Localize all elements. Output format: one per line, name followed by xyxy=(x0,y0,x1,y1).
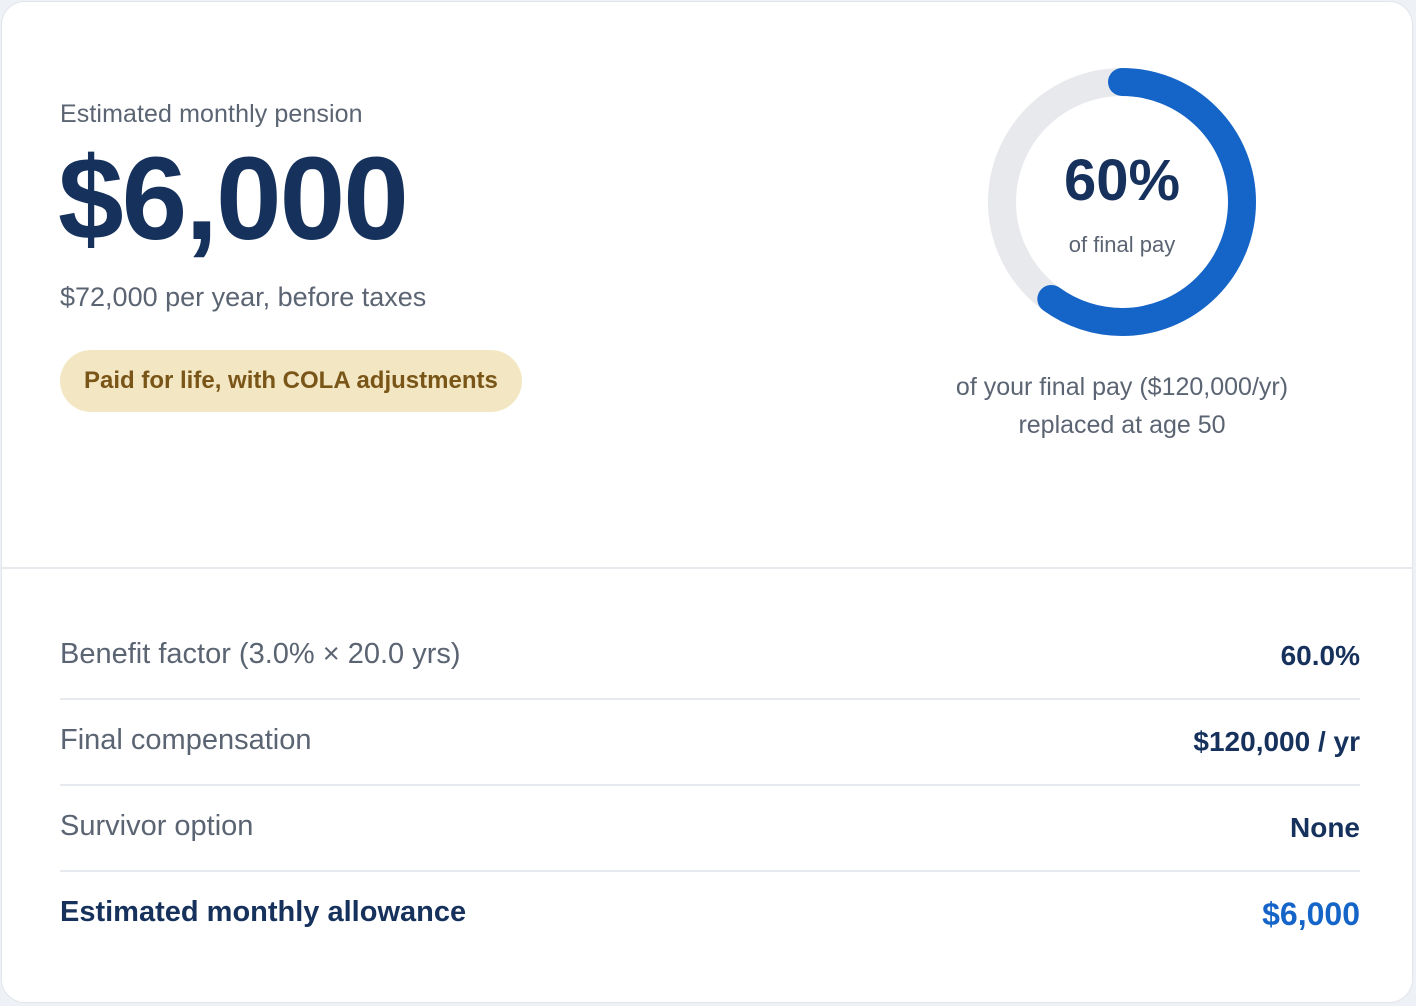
detail-value: 60.0% xyxy=(1280,640,1360,671)
detail-row-final-compensation: Final compensation $120,000 / yr xyxy=(60,700,1360,786)
monthly-pension-label: Estimated monthly pension xyxy=(60,100,363,128)
detail-label: Benefit factor (3.0% × 20.0 yrs) xyxy=(60,638,461,670)
detail-value: $120,000 / yr xyxy=(1193,726,1360,757)
detail-label: Survivor option xyxy=(60,810,254,842)
ring-progress-arc xyxy=(988,68,1256,336)
annual-pension-note: $72,000 per year, before taxes xyxy=(60,282,427,312)
replacement-caption-line-1: of your final pay ($120,000/yr) xyxy=(955,373,1289,401)
detail-value-total: $6,000 xyxy=(1262,896,1360,932)
replacement-percent-sublabel: of final pay xyxy=(1068,232,1176,257)
replacement-ring-chart: 60% of final pay xyxy=(986,66,1258,338)
detail-row-monthly-allowance: Estimated monthly allowance $6,000 xyxy=(60,872,1360,958)
replacement-caption: of your final pay ($120,000/yr) replaced… xyxy=(902,368,1342,444)
replacement-caption-line-2: replaced at age 50 xyxy=(1018,411,1226,439)
detail-label: Estimated monthly allowance xyxy=(60,896,467,928)
replacement-ring-svg xyxy=(988,68,1256,336)
pension-overview-section: Estimated monthly pension $6,000 $72,000… xyxy=(2,2,1412,569)
detail-row-survivor-option: Survivor option None xyxy=(60,786,1360,872)
cola-badge: Paid for life, with COLA adjustments xyxy=(60,350,522,412)
detail-row-benefit-factor: Benefit factor (3.0% × 20.0 yrs) 60.0% xyxy=(60,614,1360,700)
detail-label: Final compensation xyxy=(60,724,312,756)
detail-value: None xyxy=(1290,812,1360,843)
benefit-details-list: Benefit factor (3.0% × 20.0 yrs) 60.0% F… xyxy=(60,614,1360,958)
replacement-percent: 60% xyxy=(1063,148,1181,213)
monthly-pension-amount: $6,000 xyxy=(58,133,409,265)
